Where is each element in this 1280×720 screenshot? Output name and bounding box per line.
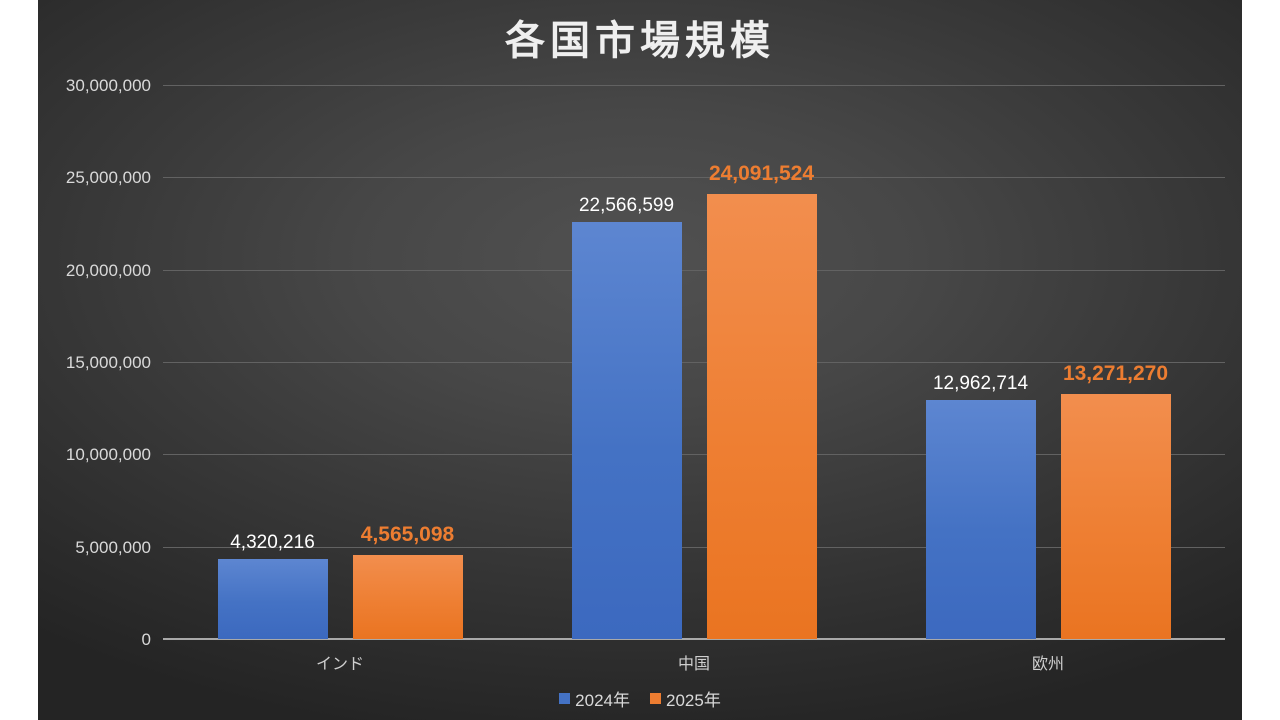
legend: 2024年 2025年 [38, 686, 1242, 711]
legend-swatch-icon [650, 693, 661, 704]
legend-label: 2025年 [666, 691, 721, 710]
y-gridline [163, 546, 1225, 548]
bar-2024年-欧州 [925, 399, 1036, 639]
value-label: 12,962,714 [932, 372, 1029, 394]
bar-2024年-中国 [571, 222, 682, 639]
y-gridline [163, 454, 1225, 456]
y-gridline [163, 362, 1225, 363]
value-label: 4,565,098 [360, 522, 455, 546]
value-label: 22,566,599 [578, 195, 675, 217]
value-label: 4,320,216 [230, 532, 315, 554]
y-axis-tick-label: 15,000,000 [65, 353, 151, 372]
y-axis-tick-label: 5,000,000 [75, 537, 151, 557]
y-axis-tick-label: 10,000,000 [65, 445, 151, 465]
legend-label: 2024年 [575, 691, 630, 710]
y-gridline [163, 177, 1225, 179]
y-axis-tick-label: 30,000,000 [65, 76, 151, 95]
x-axis-line [163, 638, 1225, 640]
chart-title: 各国市場規模 [505, 19, 775, 63]
value-label: 13,271,270 [1062, 361, 1169, 385]
bar-2025年-中国 [706, 194, 817, 639]
legend-item-2025年: 2025年 [650, 686, 721, 711]
y-axis-tick-label: 25,000,000 [65, 168, 151, 188]
legend-swatch-icon [559, 693, 571, 704]
value-label: 24,091,524 [708, 162, 815, 186]
y-gridline [163, 269, 1225, 271]
y-gridline [163, 85, 1225, 86]
bar-2025年-インド [352, 554, 463, 639]
y-axis-tick-label: 20,000,000 [65, 260, 151, 280]
x-axis-category-label: 中国 [677, 656, 710, 673]
chart-area: 各国市場規模 0 5,000,000 10,000,000 15,000,000 20,… [38, 0, 1242, 720]
bar-2024年-インド [217, 559, 328, 639]
x-axis-category-label: 欧州 [1031, 656, 1064, 673]
legend-item-2024年: 2024年 [559, 686, 630, 711]
bar-2025年-欧州 [1060, 393, 1171, 639]
y-axis-tick-label: 0 [141, 630, 151, 649]
x-axis-category-label: インド [315, 656, 364, 673]
